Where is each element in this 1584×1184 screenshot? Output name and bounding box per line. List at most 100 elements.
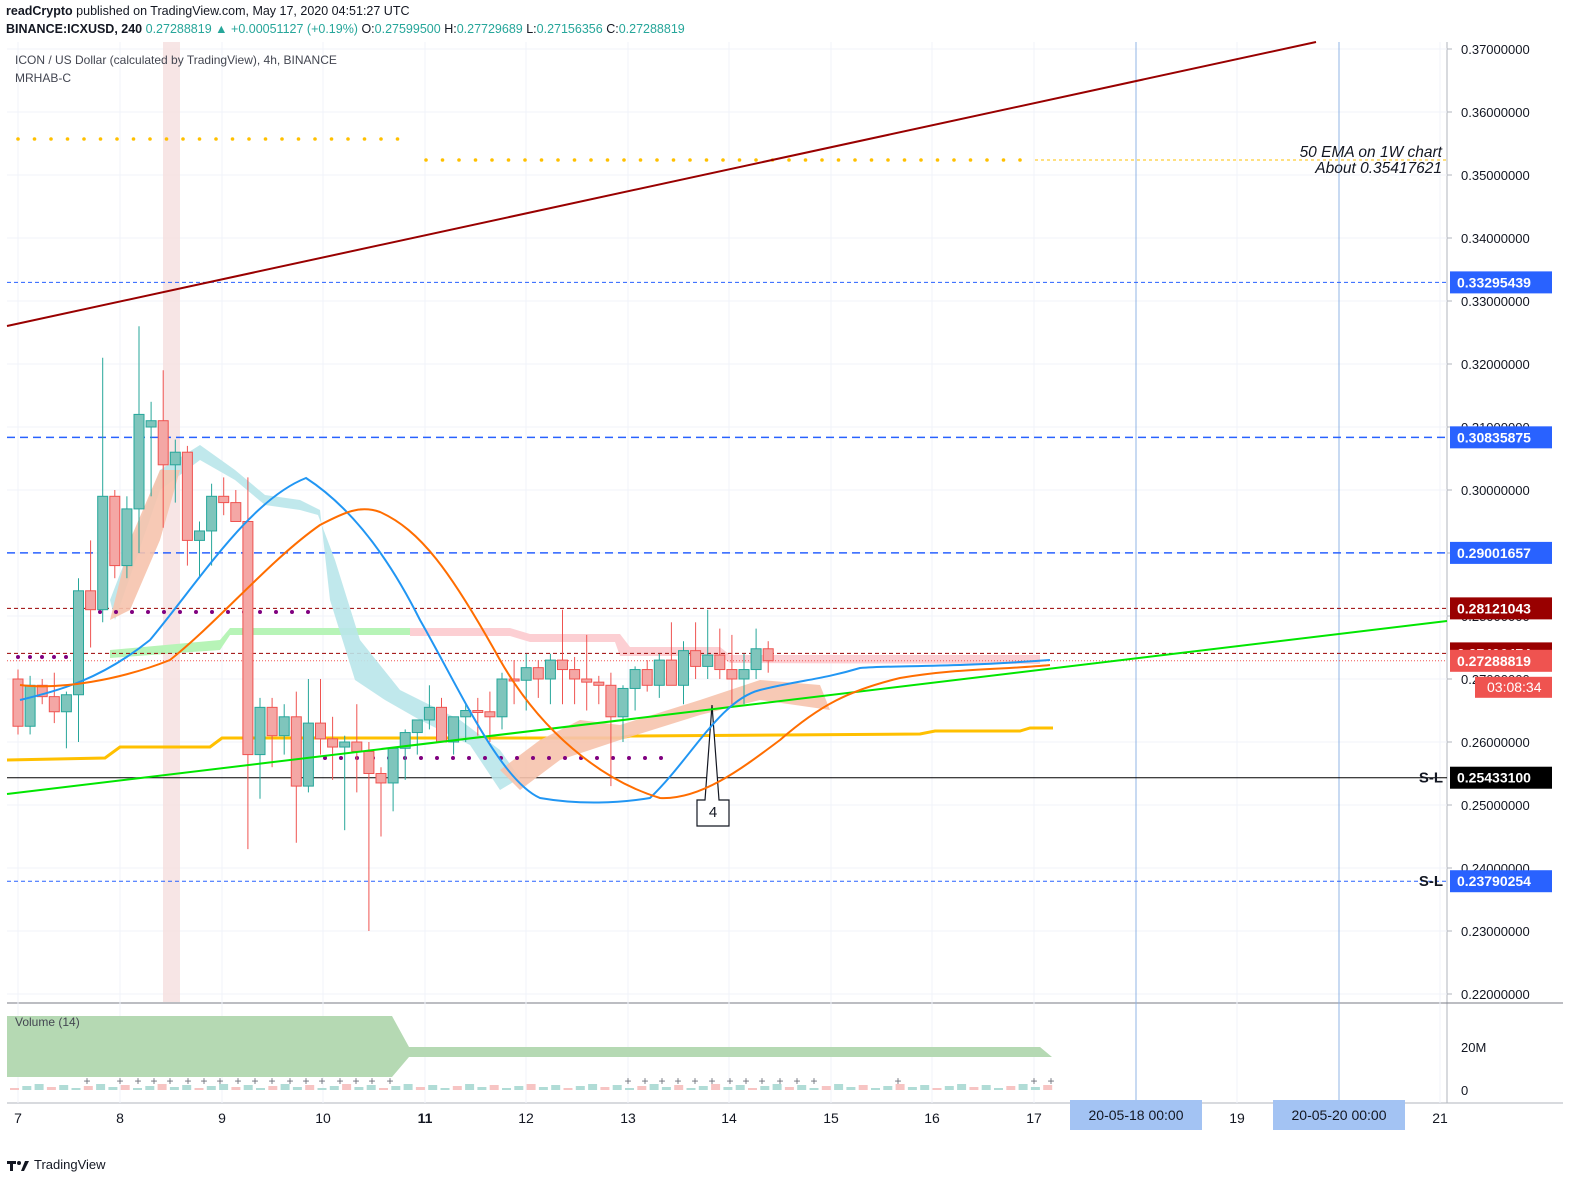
marker-dot bbox=[547, 756, 551, 760]
volume-bar bbox=[194, 1088, 204, 1090]
candle-body bbox=[363, 750, 375, 775]
volume-bar bbox=[329, 1086, 339, 1090]
volume-bar bbox=[231, 1087, 241, 1090]
ema-dot bbox=[1001, 158, 1006, 162]
change-arrow: ▲ bbox=[215, 22, 228, 36]
volume-bar bbox=[477, 1087, 487, 1090]
volume-bar bbox=[969, 1087, 979, 1090]
volume-bar bbox=[219, 1084, 229, 1090]
candle bbox=[218, 477, 230, 516]
marker-dot bbox=[194, 610, 198, 614]
candle-body bbox=[472, 710, 484, 713]
candle bbox=[85, 540, 97, 648]
marker-dot bbox=[16, 655, 20, 659]
countdown-value: 03:08:34 bbox=[1487, 679, 1542, 695]
marker-dot bbox=[226, 610, 230, 614]
candle-body bbox=[133, 413, 145, 510]
volume-bar bbox=[440, 1088, 450, 1090]
candle bbox=[484, 691, 496, 742]
volume-marker: + bbox=[368, 1074, 375, 1088]
ema-dot bbox=[836, 158, 841, 162]
candle-body bbox=[544, 659, 556, 680]
candle-body bbox=[653, 659, 665, 686]
candle bbox=[581, 634, 593, 711]
candle-body bbox=[169, 451, 181, 466]
volume-bar bbox=[366, 1085, 376, 1090]
candle bbox=[617, 685, 629, 742]
ema-dot bbox=[424, 158, 428, 162]
volume-bar bbox=[206, 1086, 216, 1090]
ema-slow-orange bbox=[19, 508, 1051, 800]
ribbon-teal bbox=[110, 445, 520, 790]
candle-body bbox=[48, 696, 60, 713]
ema-fast-blue bbox=[19, 476, 1051, 804]
candle-body bbox=[762, 648, 774, 662]
marker-dot bbox=[419, 756, 423, 760]
x-tick-label: 20-05-20 00:00 bbox=[1292, 1107, 1387, 1123]
candle-body bbox=[726, 669, 738, 680]
volume-marker: + bbox=[758, 1074, 765, 1088]
volume-bar bbox=[292, 1087, 302, 1090]
marker-dot bbox=[483, 756, 487, 760]
ema-dot bbox=[440, 158, 445, 162]
candle-body bbox=[593, 681, 605, 686]
ema-dot bbox=[473, 158, 478, 162]
x-tick-label: 19 bbox=[1229, 1110, 1245, 1126]
candle bbox=[169, 439, 181, 503]
x-tick-label: 16 bbox=[924, 1110, 940, 1126]
y-tick-label: 0.30000000 bbox=[1461, 483, 1530, 498]
volume-marker: + bbox=[166, 1074, 173, 1088]
ema-dot bbox=[572, 158, 577, 162]
ema-dot bbox=[16, 137, 20, 141]
time-axis[interactable]: 7 8 9 10 11 12 13 14 15 16 17 20-05-18 00:00 19 20-05… bbox=[14, 1100, 1448, 1130]
ema-dot bbox=[164, 137, 169, 141]
volume-marker: + bbox=[251, 1074, 258, 1088]
tradingview-brand[interactable]: TradingView bbox=[6, 1157, 106, 1172]
candle-body bbox=[181, 451, 193, 541]
volume-bar bbox=[46, 1087, 56, 1090]
volume-bar bbox=[907, 1087, 917, 1090]
candle bbox=[351, 704, 363, 793]
volume-bar bbox=[649, 1084, 659, 1090]
y-tick-label: 0.33000000 bbox=[1461, 294, 1530, 309]
symbol-name: BINANCE:ICXUSD, 240 bbox=[6, 22, 143, 36]
marker-dot bbox=[274, 610, 278, 614]
volume-marker: + bbox=[674, 1074, 681, 1088]
candle bbox=[48, 672, 60, 724]
volume-marker: + bbox=[810, 1074, 817, 1088]
candle-body bbox=[423, 706, 435, 721]
volume-legend[interactable]: Volume (14) bbox=[15, 1015, 80, 1029]
volume-bar bbox=[883, 1086, 893, 1090]
candle-body bbox=[605, 684, 617, 718]
volume-bar bbox=[1043, 1085, 1053, 1090]
close-value: 0.27288819 bbox=[618, 22, 685, 36]
volume-bar bbox=[305, 1085, 315, 1090]
price-axis[interactable]: 0.37000000 0.36000000 0.35000000 0.34000000… bbox=[1419, 42, 1552, 1098]
volume-bar bbox=[280, 1084, 290, 1090]
candle bbox=[750, 628, 762, 679]
volume-bar bbox=[957, 1084, 967, 1090]
indicator-legend[interactable]: MRHAB-C bbox=[15, 71, 71, 85]
marker-dot bbox=[531, 756, 535, 760]
high-label: H: bbox=[444, 22, 457, 36]
price-level-value: 0.30835875 bbox=[1457, 429, 1531, 445]
candle-body bbox=[702, 654, 714, 667]
candle bbox=[448, 716, 460, 755]
candle-body bbox=[617, 687, 629, 718]
marker-dot bbox=[451, 756, 455, 760]
volume-bar bbox=[797, 1085, 807, 1090]
ema-dot bbox=[98, 137, 103, 141]
volume-bar bbox=[22, 1086, 32, 1090]
price-level-value: 0.28121043 bbox=[1457, 600, 1531, 616]
author-name[interactable]: readCrypto bbox=[6, 4, 73, 18]
x-tick-label: 10 bbox=[315, 1110, 331, 1126]
x-tick-label: 12 bbox=[518, 1110, 534, 1126]
chart-legend-title: ICON / US Dollar (calculated by TradingV… bbox=[15, 53, 337, 67]
volume-bar bbox=[612, 1085, 622, 1090]
marker-dot bbox=[611, 756, 615, 760]
candle-body bbox=[97, 495, 109, 611]
candle-body bbox=[254, 706, 266, 756]
candle bbox=[339, 735, 351, 831]
candle bbox=[73, 578, 84, 742]
